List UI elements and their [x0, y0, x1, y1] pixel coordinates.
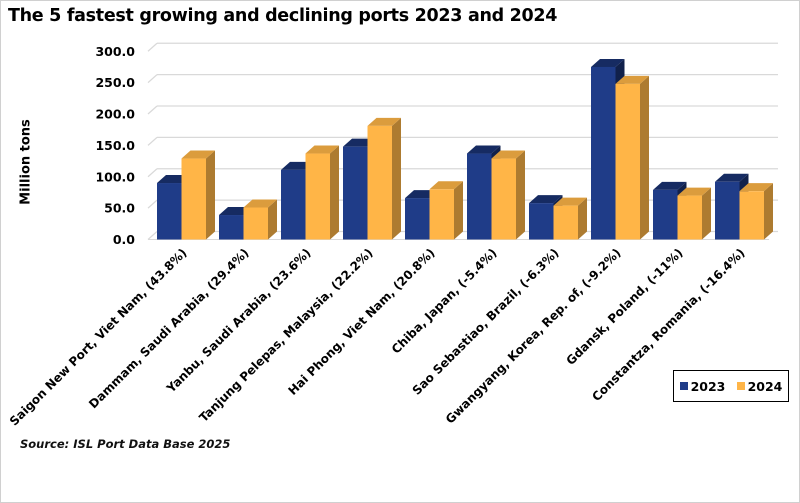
bar-side-2024 [578, 197, 587, 240]
gridline-side [147, 231, 158, 240]
bar-2023 [467, 153, 492, 240]
source-note: Source: ISL Port Data Base 2025 [20, 437, 231, 451]
y-tick-label: 250.0 [95, 75, 135, 90]
gridline-side [147, 136, 158, 146]
y-tick-label: 100.0 [95, 169, 135, 184]
bar-top-2024 [615, 75, 649, 84]
gridline-side [147, 168, 158, 178]
y-tick-label: 150.0 [95, 138, 135, 153]
bar-side-2024 [268, 199, 277, 240]
bar-top-2023 [653, 181, 687, 190]
bar-side-2024 [392, 117, 401, 240]
legend: 2023 2024 [673, 370, 789, 402]
bar-top-2023 [591, 58, 625, 67]
x-tick-label: Chiba, Japan, (-5.4%) [389, 246, 500, 357]
chart-title: The 5 fastest growing and declining port… [8, 6, 558, 26]
bar-side-2024 [330, 145, 339, 240]
legend-swatch-2023 [679, 382, 688, 390]
bar-top-2024 [739, 183, 773, 192]
x-tick-label: Gdansk, Poland, (-11%) [563, 246, 685, 368]
bar-2023 [343, 146, 368, 240]
bar-top-2023 [715, 173, 749, 182]
bar-top-2023 [529, 195, 563, 204]
bar-2024 [305, 153, 330, 240]
bar-2024 [615, 83, 640, 240]
gridline-side [147, 199, 158, 209]
gridline-side [147, 74, 158, 84]
y-tick-label: 50.0 [104, 201, 135, 216]
bar-2024 [491, 158, 516, 240]
bar-2024 [677, 195, 702, 240]
gridline-side [147, 42, 158, 52]
bar-top-2023 [467, 145, 501, 154]
legend-label-2024: 2024 [747, 378, 783, 394]
y-tick-label: 0.0 [113, 232, 135, 247]
bar-2023 [219, 215, 244, 240]
bar-2024 [553, 205, 578, 240]
legend-swatch-2024 [736, 382, 745, 390]
bar-side-2024 [640, 75, 649, 240]
bar-top-2024 [305, 145, 339, 154]
bar-side-2024 [206, 150, 215, 240]
gridline-side [147, 105, 158, 115]
bar-2023 [529, 203, 554, 240]
bar-2023 [715, 181, 740, 240]
bar-2024 [739, 191, 764, 240]
bar-top-2024 [491, 150, 525, 159]
bar-top-2024 [181, 150, 215, 159]
bar-side-2024 [454, 181, 463, 240]
y-tick-label: 300.0 [95, 44, 135, 59]
bar-side-2024 [764, 183, 773, 240]
bar-2023 [591, 66, 616, 240]
bar-top-2024 [429, 181, 463, 190]
bar-2023 [653, 189, 678, 240]
y-tick-label: 200.0 [95, 107, 135, 122]
bar-side-2024 [516, 150, 525, 240]
bar-top-2024 [243, 199, 277, 208]
bar-top-2024 [367, 117, 401, 126]
bar-2024 [243, 207, 268, 240]
bar-side-2024 [702, 187, 711, 240]
bar-top-2024 [553, 197, 587, 206]
bar-2024 [429, 189, 454, 240]
bar-2023 [405, 198, 430, 240]
bar-2024 [367, 125, 392, 240]
bar-2023 [281, 169, 306, 240]
bar-top-2024 [677, 187, 711, 196]
legend-item-2023: 2023 [679, 378, 726, 394]
legend-label-2023: 2023 [690, 378, 726, 394]
bar-2024 [181, 158, 206, 240]
bar-2023 [157, 183, 182, 240]
legend-item-2024: 2024 [736, 378, 783, 394]
